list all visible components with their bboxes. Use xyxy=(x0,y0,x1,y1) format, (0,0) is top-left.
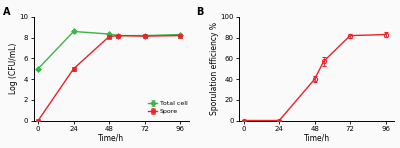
X-axis label: Time/h: Time/h xyxy=(98,133,124,142)
X-axis label: Time/h: Time/h xyxy=(304,133,330,142)
Legend: Total cell, Spore: Total cell, Spore xyxy=(147,100,189,115)
Text: B: B xyxy=(196,7,203,17)
Y-axis label: Sporulation efficiency %: Sporulation efficiency % xyxy=(210,22,219,115)
Text: A: A xyxy=(3,7,10,17)
Y-axis label: Log (CFU/mL): Log (CFU/mL) xyxy=(9,43,18,94)
